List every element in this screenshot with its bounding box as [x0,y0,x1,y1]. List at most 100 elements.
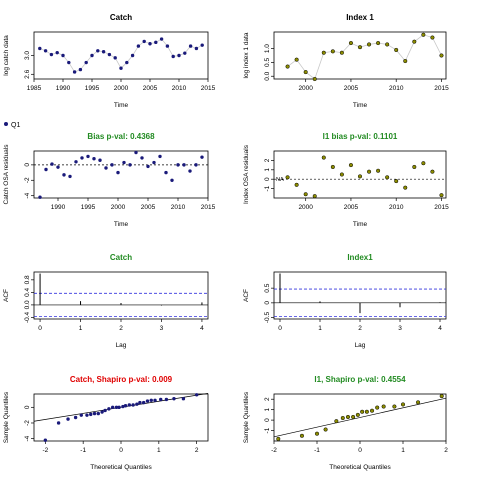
data-point [357,174,363,179]
data-point [67,60,71,65]
data-point [90,53,94,58]
data-point [84,60,88,65]
y-tick-label: -1 [264,427,271,433]
chart-index-osa: I1 bias p-val: 0.1101 2000 2005 2010 2015 -1 0… [243,132,449,228]
data-point [416,400,421,405]
chart-title: Bias p-val: 0.4368 [87,132,155,141]
data-point [403,185,408,190]
data-point [56,165,60,169]
chart-catch-osa: Bias p-val: 0.4368 1990 1995 2000 2005 2010 20… [3,132,216,228]
data-point [117,405,121,410]
data-point [148,42,152,46]
data-point [360,409,365,414]
data-point [149,398,153,402]
x-tick-label: 2010 [389,204,404,211]
x-tick-label: 0 [38,325,42,332]
data-point [121,404,125,409]
x-tick-label: 2000 [114,85,129,92]
data-point [403,58,408,64]
data-point [312,194,317,199]
data-point [62,173,66,177]
data-point [385,42,390,47]
y-tick-label: 1 [264,168,271,172]
data-point [80,156,84,160]
data-point [330,164,335,170]
x-tick-label: -2 [42,447,48,454]
y-tick-label: 0 [264,301,271,305]
data-point [276,436,281,441]
y-tick-label: 3.0 [24,51,31,60]
y-axis-label: log index 1 data [243,32,250,78]
qq-line [33,393,209,422]
x-tick-label: -1 [80,447,86,454]
data-point [89,412,93,417]
data-point [131,403,135,407]
chart-catch-ts: Catch 1985 1990 1995 2000 2005 2010 2015 2.6 3.0 T… [3,13,216,109]
data-point [66,417,70,421]
data-point [303,70,308,75]
x-tick-label: 1985 [27,85,42,92]
x-axis-label: Lag [116,342,127,349]
data-point [294,182,299,187]
data-point [79,413,83,417]
y-tick-label: -4 [24,192,31,198]
data-point [135,402,139,406]
data-point [299,433,305,438]
data-point [357,45,363,50]
data-point [314,431,320,436]
x-tick-label: 2015 [434,204,449,211]
data-point [430,35,435,40]
data-point [50,162,54,166]
y-tick-label: 0.5 [264,283,271,292]
data-point [339,172,344,177]
data-point [92,157,96,161]
data-point [321,50,326,55]
x-tick-label: 1990 [56,85,71,92]
data-point [110,163,114,167]
data-point [439,53,444,58]
chart-title: Index1 [347,253,373,262]
data-point [125,60,129,65]
legend: Q1 [4,122,20,129]
x-tick-label: 1 [79,325,83,332]
x-tick-label: 2015 [201,85,216,92]
data-point [330,49,335,54]
data-point [177,53,181,58]
data-point [116,170,120,175]
x-tick-label: -2 [271,447,277,454]
x-tick-label: 1995 [85,85,100,92]
data-point [351,414,356,420]
data-point [170,178,174,182]
data-point [369,408,375,413]
data-point [107,407,111,411]
data-point [200,155,204,159]
x-tick-label: 1995 [81,204,96,211]
data-point [285,175,290,180]
data-point [152,160,156,165]
y-tick-label: -0.4 [24,311,31,323]
data-point [110,405,115,410]
data-point [78,67,83,72]
y-tick-label: 0 [264,418,271,422]
data-point [104,166,108,170]
chart-title: Catch, Shapiro p-val: 0.009 [70,375,173,384]
data-point [376,41,381,46]
y-tick-label: 1.0 [264,44,271,53]
y-tick-label: -4 [24,435,31,441]
plot-frame [273,31,447,80]
x-tick-label: 1 [318,325,322,332]
chart-title: Catch [110,253,132,262]
plot-frame [33,150,209,199]
data-point [321,155,326,160]
data-point [128,163,132,167]
data-point [142,39,146,44]
data-point [96,411,101,416]
y-axis-label: log catch data [3,35,10,76]
data-point [183,51,187,55]
y-tick-label: 2 [264,397,271,401]
x-axis-label: Time [353,221,368,228]
data-point [158,154,162,159]
plot-frame [33,31,209,80]
x-axis-label: Time [114,102,129,109]
x-tick-label: 0 [278,325,282,332]
